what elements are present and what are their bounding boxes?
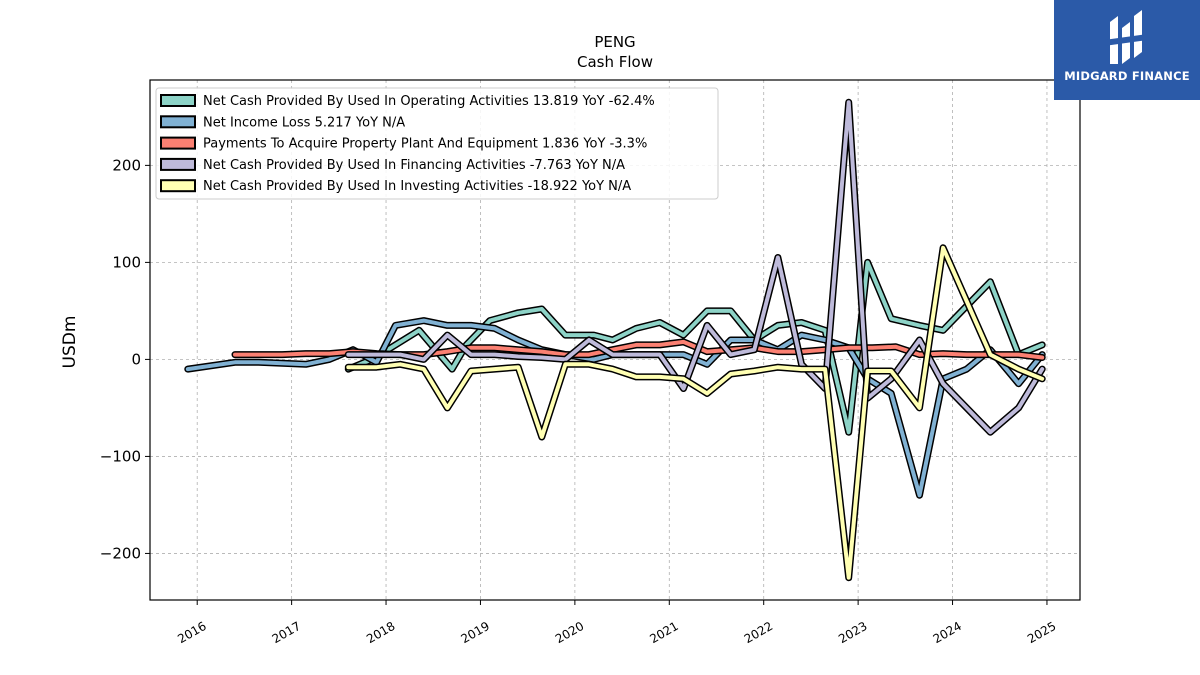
x-tick-label: 2017 <box>270 619 303 646</box>
y-tick-label: 0 <box>131 350 141 368</box>
legend-swatch <box>160 136 196 150</box>
y-axis-label: USDm <box>60 316 80 369</box>
legend-swatch <box>160 94 196 107</box>
plot-frame <box>149 79 1081 601</box>
x-tick-label: 2024 <box>931 619 964 646</box>
brand-name: MIDGARD FINANCE <box>1064 69 1190 83</box>
y-tick-label: 100 <box>112 253 141 271</box>
x-tick-label: 2021 <box>647 619 680 646</box>
legend-swatch <box>160 157 196 171</box>
series-stroke <box>346 100 1045 435</box>
series-line-4 <box>344 244 1046 582</box>
x-tick-label: 2016 <box>175 619 208 646</box>
x-tick-label: 2019 <box>459 619 492 646</box>
x-tick-label: 2022 <box>742 619 775 646</box>
legend-box <box>155 87 719 200</box>
chart-title: PENG <box>594 33 635 51</box>
brand-mark-icon <box>1104 10 1148 64</box>
x-tick-label: 2023 <box>836 619 869 646</box>
legend-label: Net Cash Provided By Used In Investing A… <box>203 179 631 194</box>
legend-label: Net Income Loss 5.217 YoY N/A <box>203 115 405 130</box>
y-tick-label: −100 <box>100 447 141 465</box>
x-tick-label: 2025 <box>1025 619 1058 646</box>
series-stroke <box>346 245 1045 580</box>
x-tick-label: 2020 <box>553 619 586 646</box>
legend-swatch <box>160 179 196 193</box>
legend: Net Cash Provided By Used In Operating A… <box>155 87 719 200</box>
legend-label: Net Cash Provided By Used In Financing A… <box>203 158 625 173</box>
legend-label: Payments To Acquire Property Plant And E… <box>203 137 647 152</box>
legend-swatch <box>160 115 196 129</box>
series-line-3 <box>344 98 1046 436</box>
brand-logo: MIDGARD FINANCE <box>1054 0 1200 100</box>
x-tick-label: 2018 <box>364 619 397 646</box>
series-lines <box>184 98 1046 582</box>
legend-label: Net Cash Provided By Used In Operating A… <box>203 94 655 109</box>
y-tick-label: −200 <box>100 544 141 562</box>
chart-subtitle: Cash Flow <box>577 53 653 71</box>
y-tick-label: 200 <box>112 156 141 174</box>
